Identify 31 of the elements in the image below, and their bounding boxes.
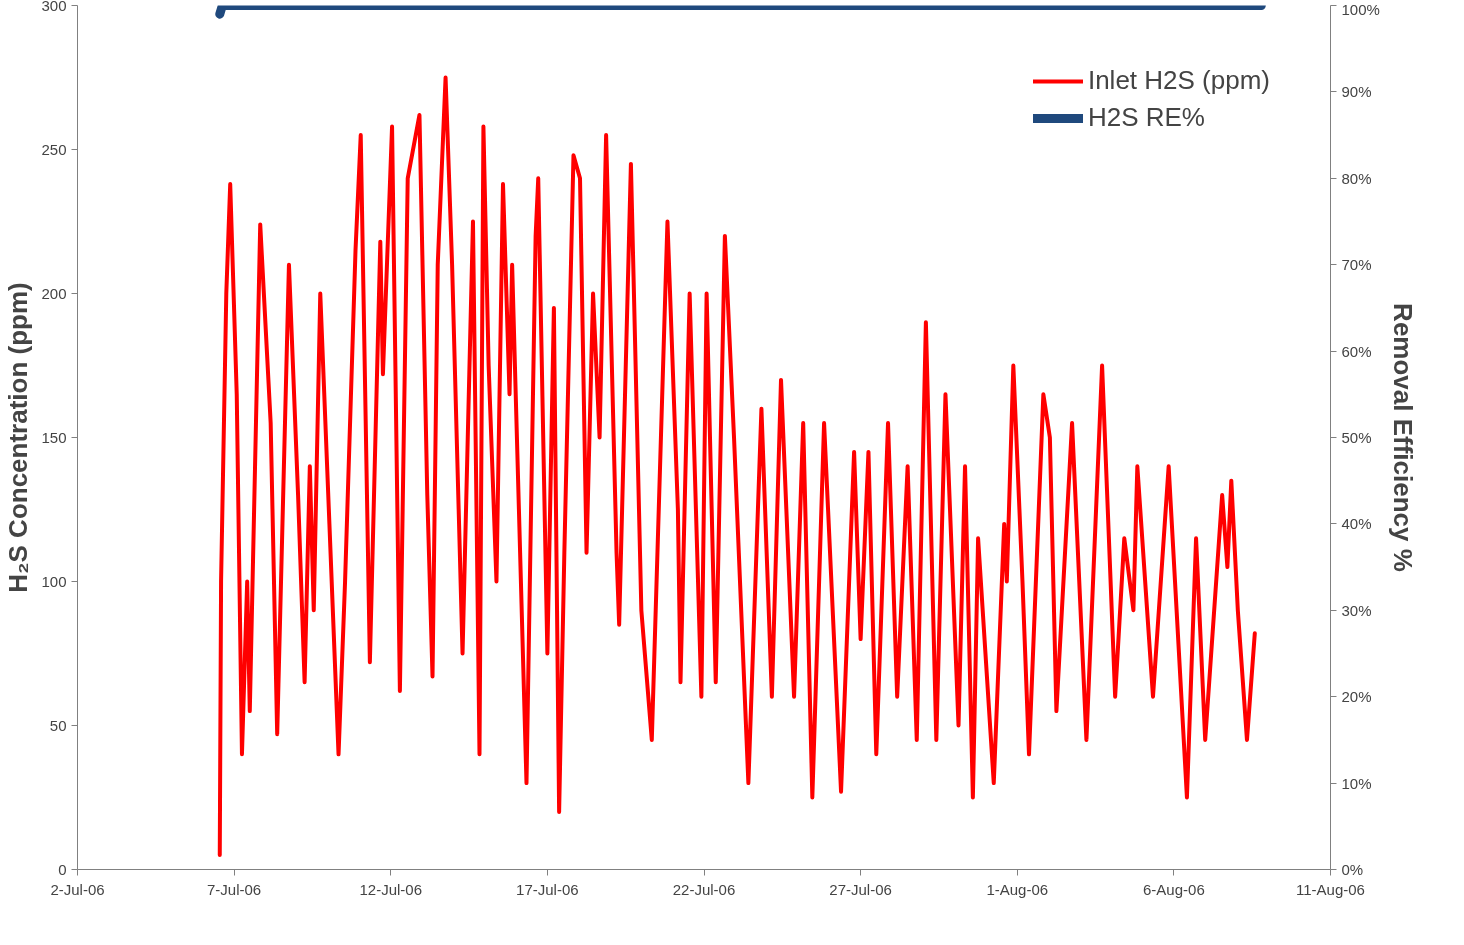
y2-tick-label: 80% (1341, 169, 1372, 187)
y2-tick-label: 90% (1341, 83, 1372, 101)
y-tick-label: 50 (49, 716, 67, 734)
y-tick-label: 300 (41, 0, 67, 14)
y2-tick-label: 0% (1341, 861, 1364, 878)
x-tick-label: 12-Jul-06 (359, 880, 423, 898)
y2-tick-label: 20% (1341, 688, 1372, 706)
x-tick-label: 6-Aug-06 (1143, 880, 1205, 898)
legend-label: H2S RE% (1087, 102, 1205, 133)
y-tick-label: 200 (41, 284, 67, 302)
x-tick-label: 22-Jul-06 (672, 880, 736, 898)
y-tick-label: 250 (41, 140, 67, 158)
y-axis-title: H₂S Concentration (ppm) (3, 282, 34, 593)
y2-tick-label: 40% (1341, 515, 1372, 533)
y2-tick-label: 30% (1341, 601, 1372, 619)
x-tick-label: 2-Jul-06 (50, 880, 105, 898)
y2-tick-label: 50% (1341, 429, 1372, 446)
y2-axis-title: Removal Efficiency % (1387, 303, 1418, 572)
x-tick-label: 17-Jul-06 (516, 880, 579, 898)
y-tick-label: 150 (41, 428, 67, 446)
y2-tick-label: 70% (1341, 256, 1372, 274)
x-tick-label: 11-Aug-06 (1296, 880, 1365, 898)
y2-tick-label: 100% (1341, 0, 1380, 18)
x-tick-label: 7-Jul-06 (207, 880, 262, 898)
y-tick-label: 100 (41, 572, 67, 590)
y2-tick-label: 60% (1341, 342, 1372, 360)
x-tick-label: 27-Jul-06 (829, 880, 892, 898)
x-tick-label: 1-Aug-06 (986, 880, 1049, 898)
legend-label: Inlet H2S (ppm) (1087, 65, 1270, 96)
y2-tick-label: 10% (1341, 774, 1372, 792)
y-tick-label: 0 (58, 860, 67, 878)
